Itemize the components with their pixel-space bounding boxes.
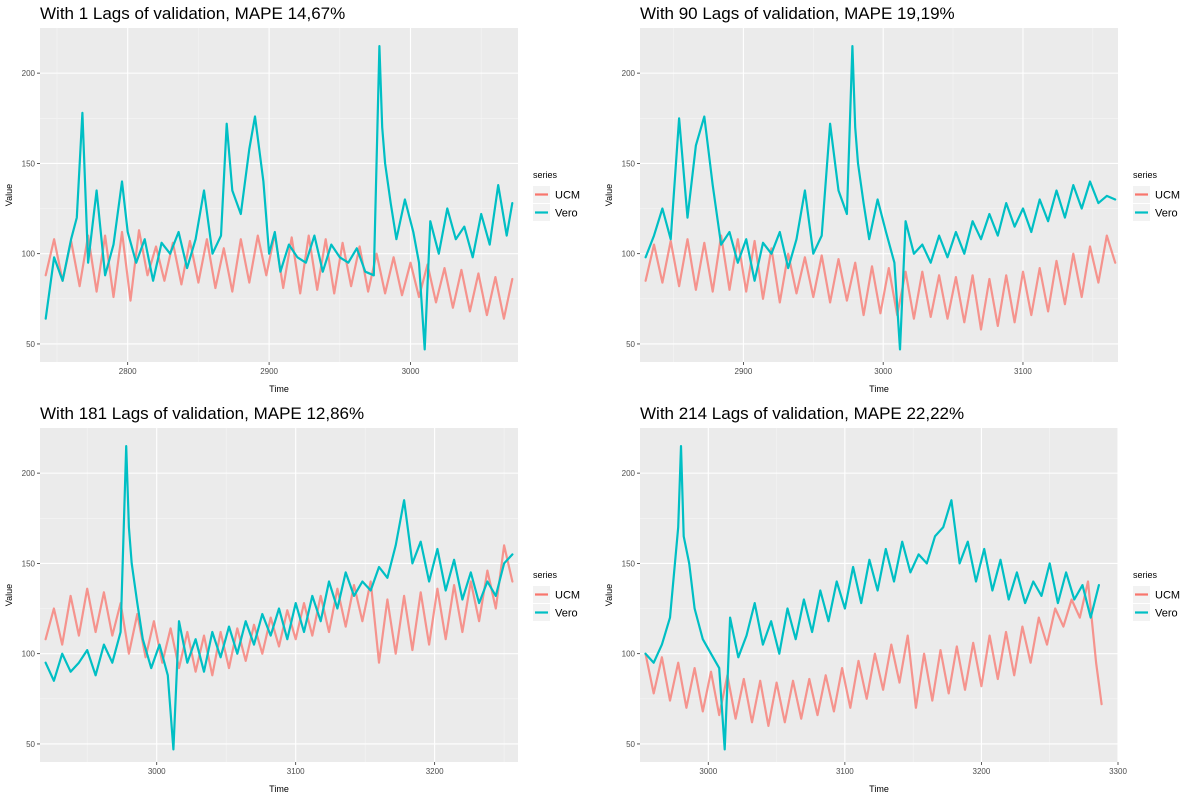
y-tick-label: 100 [622, 650, 636, 659]
legend-label-vero: Vero [1155, 208, 1178, 220]
y-tick-label: 200 [622, 469, 636, 478]
chart-title: With 1 Lags of validation, MAPE 14,67% [40, 4, 345, 23]
x-axis-label: Time [269, 384, 289, 394]
chart-svg: With 1 Lags of validation, MAPE 14,67% 50… [4, 4, 580, 394]
chart-panel-1: With 1 Lags of validation, MAPE 14,67% 50… [0, 0, 600, 400]
x-axis-label: Time [269, 784, 289, 794]
chart-panel-4: With 214 Lags of validation, MAPE 22,22%… [600, 400, 1200, 800]
legend-title: series [1133, 570, 1158, 580]
chart-panel-2: With 90 Lags of validation, MAPE 19,19% 5… [600, 0, 1200, 400]
y-tick-label: 50 [626, 340, 635, 349]
series-line-vero [44, 44, 514, 351]
x-tick-label: 2800 [119, 367, 137, 376]
plot-area [640, 428, 1118, 762]
x-tick-label: 3000 [402, 367, 420, 376]
legend-label-ucm: UCM [1155, 190, 1180, 202]
plot-area [640, 28, 1118, 362]
y-tick-label: 50 [626, 740, 635, 749]
y-tick-label: 150 [622, 159, 636, 168]
x-tick-label: 2900 [735, 367, 753, 376]
x-tick-label: 3100 [836, 767, 854, 776]
plot-area [40, 428, 518, 762]
legend-label-ucm: UCM [555, 590, 580, 602]
legend-label-ucm: UCM [555, 190, 580, 202]
series-line-vero [44, 444, 514, 751]
chart-panel-3: With 181 Lags of validation, MAPE 12,86%… [0, 400, 600, 800]
legend-label-vero: Vero [1155, 608, 1178, 620]
x-tick-label: 3200 [973, 767, 991, 776]
chart-svg: With 181 Lags of validation, MAPE 12,86%… [4, 404, 580, 794]
y-tick-label: 100 [22, 650, 36, 659]
legend-title: series [1133, 170, 1158, 180]
y-tick-label: 200 [22, 469, 36, 478]
y-tick-label: 50 [26, 340, 35, 349]
y-axis-label: Value [4, 584, 14, 606]
legend-title: series [533, 570, 558, 580]
y-tick-label: 200 [622, 69, 636, 78]
chart-title: With 181 Lags of validation, MAPE 12,86% [40, 404, 364, 423]
chart-svg: With 214 Lags of validation, MAPE 22,22%… [604, 404, 1180, 794]
x-tick-label: 3200 [426, 767, 444, 776]
x-tick-label: 3000 [699, 767, 717, 776]
x-tick-label: 3000 [874, 367, 892, 376]
y-axis-label: Value [604, 584, 614, 606]
x-tick-label: 2900 [260, 367, 278, 376]
y-axis-label: Value [604, 184, 614, 206]
x-tick-label: 3100 [287, 767, 305, 776]
legend-title: series [533, 170, 558, 180]
y-axis-label: Value [4, 184, 14, 206]
x-axis-label: Time [869, 384, 889, 394]
series-line-vero [644, 444, 1100, 751]
y-tick-label: 200 [22, 69, 36, 78]
y-tick-label: 100 [622, 250, 636, 259]
series-line-ucm [644, 234, 1117, 331]
y-tick-label: 150 [22, 159, 36, 168]
legend-label-vero: Vero [555, 208, 578, 220]
y-tick-label: 150 [622, 559, 636, 568]
y-tick-label: 100 [22, 250, 36, 259]
x-tick-label: 3000 [148, 767, 166, 776]
legend-label-vero: Vero [555, 608, 578, 620]
legend-label-ucm: UCM [1155, 590, 1180, 602]
y-tick-label: 150 [22, 559, 36, 568]
series-line-vero [644, 44, 1117, 351]
x-tick-label: 3100 [1014, 367, 1032, 376]
chart-svg: With 90 Lags of validation, MAPE 19,19% 5… [604, 4, 1180, 394]
series-line-ucm [44, 544, 514, 677]
chart-title: With 90 Lags of validation, MAPE 19,19% [640, 4, 955, 23]
chart-title: With 214 Lags of validation, MAPE 22,22% [640, 404, 964, 423]
x-axis-label: Time [869, 784, 889, 794]
x-tick-label: 3300 [1109, 767, 1127, 776]
y-tick-label: 50 [26, 740, 35, 749]
plot-area [40, 28, 518, 362]
